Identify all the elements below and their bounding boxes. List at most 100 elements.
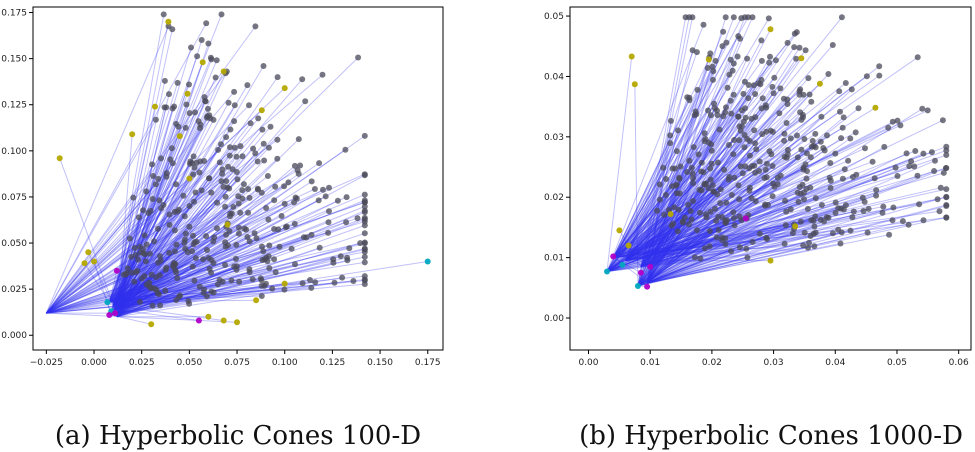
data-point-gray (853, 171, 860, 178)
data-point-gray (694, 227, 700, 234)
data-point-gray (206, 175, 213, 182)
edge-line (110, 148, 254, 316)
edge-line (108, 256, 132, 303)
edge-line (625, 167, 750, 262)
data-point-gray (252, 23, 259, 30)
data-point-gray (744, 55, 751, 62)
edge-line (625, 89, 801, 261)
data-point-gray (862, 145, 868, 152)
data-point-gray (307, 277, 313, 283)
edge-line (606, 209, 680, 272)
edge-line (114, 199, 319, 310)
edge-line (646, 208, 792, 284)
data-point-gray (903, 150, 910, 157)
edge-line (45, 207, 162, 314)
edge-line (114, 278, 143, 310)
data-point-gray (682, 14, 689, 21)
edge-line (606, 189, 877, 272)
data-point-yellow (798, 55, 805, 62)
data-point-gray (943, 202, 950, 208)
data-point-gray (730, 209, 737, 216)
edge-line (637, 29, 771, 287)
edge-line (646, 125, 743, 284)
data-point-magenta (106, 312, 113, 318)
data-point-gray (713, 234, 720, 241)
data-point-gray (784, 146, 791, 153)
data-point-gray (220, 183, 227, 190)
edge-line (112, 224, 228, 307)
data-point-gray (671, 204, 678, 211)
data-point-gray (272, 269, 279, 276)
x-tick-label: 0.00 (578, 358, 598, 368)
data-point-gray (174, 275, 181, 281)
data-point-gray (691, 254, 698, 261)
edge-line (625, 165, 746, 261)
edge-line (109, 280, 232, 303)
data-point-gray (281, 183, 288, 190)
edge-line (606, 162, 703, 272)
edge-line (640, 225, 796, 268)
edge-line (109, 286, 200, 303)
y-tick-label: 0.000 (1, 331, 27, 341)
data-point-gray (675, 127, 681, 134)
edge-line (111, 314, 152, 325)
data-point-gray (250, 145, 257, 152)
data-point-gray (836, 88, 843, 95)
edge-line (114, 281, 135, 310)
data-point-cyan (424, 258, 431, 265)
edge-line (116, 93, 170, 317)
data-point-cyan (619, 261, 626, 268)
data-point-gray (801, 229, 808, 236)
data-point-gray (920, 150, 927, 157)
data-point-gray (865, 205, 872, 212)
data-point-gray (149, 302, 156, 309)
data-point-gray (342, 146, 349, 153)
edge-line (606, 200, 786, 272)
data-point-gray (746, 152, 753, 159)
edge-line (46, 246, 263, 314)
data-point-gray (827, 185, 834, 191)
data-point-gray (752, 169, 759, 176)
data-point-gray (796, 44, 803, 51)
data-point-gray (770, 90, 777, 97)
edge-line (110, 210, 330, 316)
edge-line (116, 165, 296, 318)
data-point-gray (189, 263, 196, 270)
data-point-gray (759, 95, 766, 102)
data-point-gray (168, 145, 175, 152)
edge-line (606, 154, 947, 272)
x-tick-label: 0.06 (949, 358, 969, 368)
data-point-gray (361, 230, 368, 237)
data-point-gray (781, 240, 788, 247)
edge-line (111, 303, 190, 316)
data-point-gray (267, 123, 274, 130)
edge-line (114, 258, 204, 310)
data-point-yellow (81, 260, 88, 267)
data-point-gray (842, 80, 849, 86)
edge-line (114, 259, 139, 310)
edge-line (110, 273, 128, 316)
edge-line (625, 260, 651, 268)
data-point-gray (325, 219, 332, 226)
data-point-gray (188, 44, 194, 51)
data-point-magenta (610, 253, 617, 260)
edge-line (114, 127, 201, 310)
edge-line (112, 206, 226, 307)
data-point-gray (722, 241, 729, 248)
edge-line (46, 288, 156, 314)
edge-line (45, 109, 263, 314)
edge-line (110, 183, 245, 316)
data-point-gray (707, 176, 714, 183)
data-point-gray (285, 179, 292, 186)
data-point-gray (295, 170, 302, 177)
edge-line (640, 140, 751, 268)
data-point-gray (265, 216, 272, 223)
data-point-gray (204, 247, 210, 253)
data-point-gray (200, 256, 207, 263)
data-point-gray (361, 197, 368, 204)
edge-line (646, 214, 665, 284)
edge-line (612, 59, 732, 258)
edge-line (114, 190, 203, 310)
data-point-gray (894, 173, 901, 179)
x-tick-label: 0.04 (825, 358, 845, 368)
